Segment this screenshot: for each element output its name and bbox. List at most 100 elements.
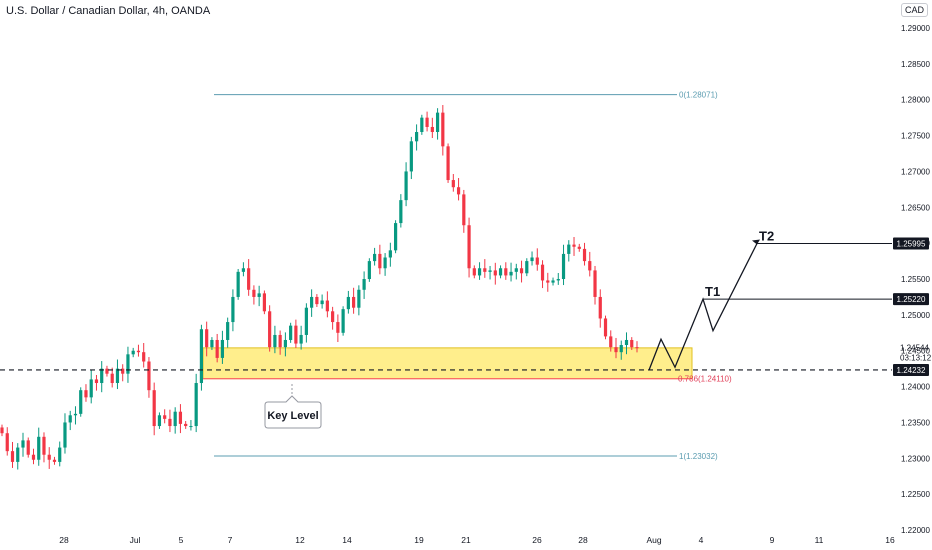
y-tick-label: 1.27500: [901, 132, 930, 141]
target-label-t2: T2: [759, 229, 774, 244]
candle-body: [493, 270, 497, 276]
candle-body: [189, 426, 193, 428]
y-tick-label: 1.29000: [901, 24, 930, 33]
candle-body: [136, 350, 141, 353]
candle-body: [37, 436, 41, 460]
candle-body: [352, 296, 356, 308]
candle-body: [73, 413, 78, 416]
candle-body: [509, 271, 513, 276]
y-tick-label: 1.27000: [901, 167, 930, 176]
currency-label[interactable]: CAD: [901, 3, 929, 17]
candle-body: [178, 411, 183, 424]
candle-body: [388, 250, 392, 258]
x-tick-label: 14: [342, 535, 352, 545]
candle-body: [409, 141, 413, 172]
candle-body: [624, 339, 629, 346]
candle-body: [310, 296, 314, 308]
fib-label-0: 0(1.28071): [679, 91, 718, 100]
candle-body: [462, 194, 466, 226]
candle-body: [315, 296, 319, 305]
candle-body: [0, 427, 4, 434]
x-tick-label: 12: [295, 535, 305, 545]
candle-body: [147, 361, 151, 391]
candle-body: [268, 311, 272, 348]
candle-body: [546, 280, 550, 283]
y-tick-label: 1.25500: [901, 275, 930, 284]
candle-body: [425, 117, 429, 127]
candle-body: [525, 261, 529, 274]
candle-body: [325, 300, 329, 312]
candle-body: [142, 352, 146, 362]
current-price-label: 1.24544: [900, 344, 929, 353]
candle-body: [157, 415, 162, 427]
key-level-label: Key Level: [267, 410, 318, 422]
candle-body: [551, 280, 555, 283]
candle-body: [304, 307, 308, 335]
candle-body: [52, 459, 57, 462]
candle-body: [540, 264, 545, 281]
price-tag-text-2: 1.24232: [897, 366, 926, 375]
x-tick-label: 11: [815, 535, 824, 545]
y-tick-label: 1.25000: [901, 311, 930, 320]
candle-body: [210, 339, 214, 348]
x-tick-label: 9: [770, 535, 775, 545]
candle-body: [435, 112, 440, 132]
fib-label-2: 1(1.23032): [679, 452, 718, 461]
candle-body: [100, 368, 104, 384]
candle-body: [488, 270, 492, 272]
fib-label-1: 0.786(1.24110): [678, 375, 732, 384]
y-tick-label: 1.22000: [901, 526, 930, 535]
candle-body: [220, 339, 225, 358]
candles: [0, 105, 639, 470]
candle-body: [247, 268, 251, 290]
candle-body: [231, 296, 235, 323]
candle-body: [257, 293, 261, 297]
candle-body: [294, 325, 298, 344]
candle-body: [278, 334, 282, 348]
candle-body: [184, 423, 188, 427]
price-tag-0: [893, 237, 929, 250]
candle-body: [446, 146, 450, 181]
candle-body: [63, 422, 67, 448]
x-tick-label: 28: [578, 535, 588, 545]
price-tag-1: [893, 293, 929, 306]
candle-body: [362, 279, 366, 290]
candle-body: [262, 293, 266, 312]
candle-body: [42, 436, 46, 455]
candle-body: [215, 339, 219, 358]
price-tag-text-0: 1.25995: [897, 240, 926, 249]
y-tick-label: 1.28500: [901, 60, 930, 69]
candle-body: [593, 270, 597, 297]
candle-body: [572, 244, 576, 247]
x-tick-label: 4: [699, 535, 704, 545]
candle-body: [519, 268, 524, 274]
y-tick-label: 1.24000: [901, 383, 930, 392]
candle-body: [84, 390, 88, 398]
candle-body: [598, 296, 602, 319]
candle-body: [226, 322, 230, 340]
candle-body: [94, 379, 99, 384]
candle-body: [393, 223, 398, 251]
y-tick-label: 1.26500: [901, 203, 930, 212]
x-tick-label: 5: [179, 535, 184, 545]
candle-body: [241, 268, 246, 272]
candle-body: [556, 279, 560, 281]
candle-body: [31, 454, 36, 460]
candle-body: [205, 329, 209, 348]
candle-body: [577, 246, 581, 249]
candle-body: [504, 268, 508, 276]
candle-body: [346, 296, 350, 310]
candle-body: [399, 200, 403, 224]
y-tick-label: 1.23500: [901, 418, 930, 427]
target-label-t1: T1: [705, 284, 720, 299]
candle-body: [194, 383, 198, 427]
candle-body: [341, 309, 345, 333]
candle-body: [289, 325, 293, 340]
candle-body: [367, 261, 371, 280]
candle-body: [131, 350, 135, 355]
candle-body: [477, 268, 482, 276]
candle-body: [614, 347, 618, 353]
candle-body: [535, 257, 539, 265]
candle-body: [514, 268, 518, 272]
